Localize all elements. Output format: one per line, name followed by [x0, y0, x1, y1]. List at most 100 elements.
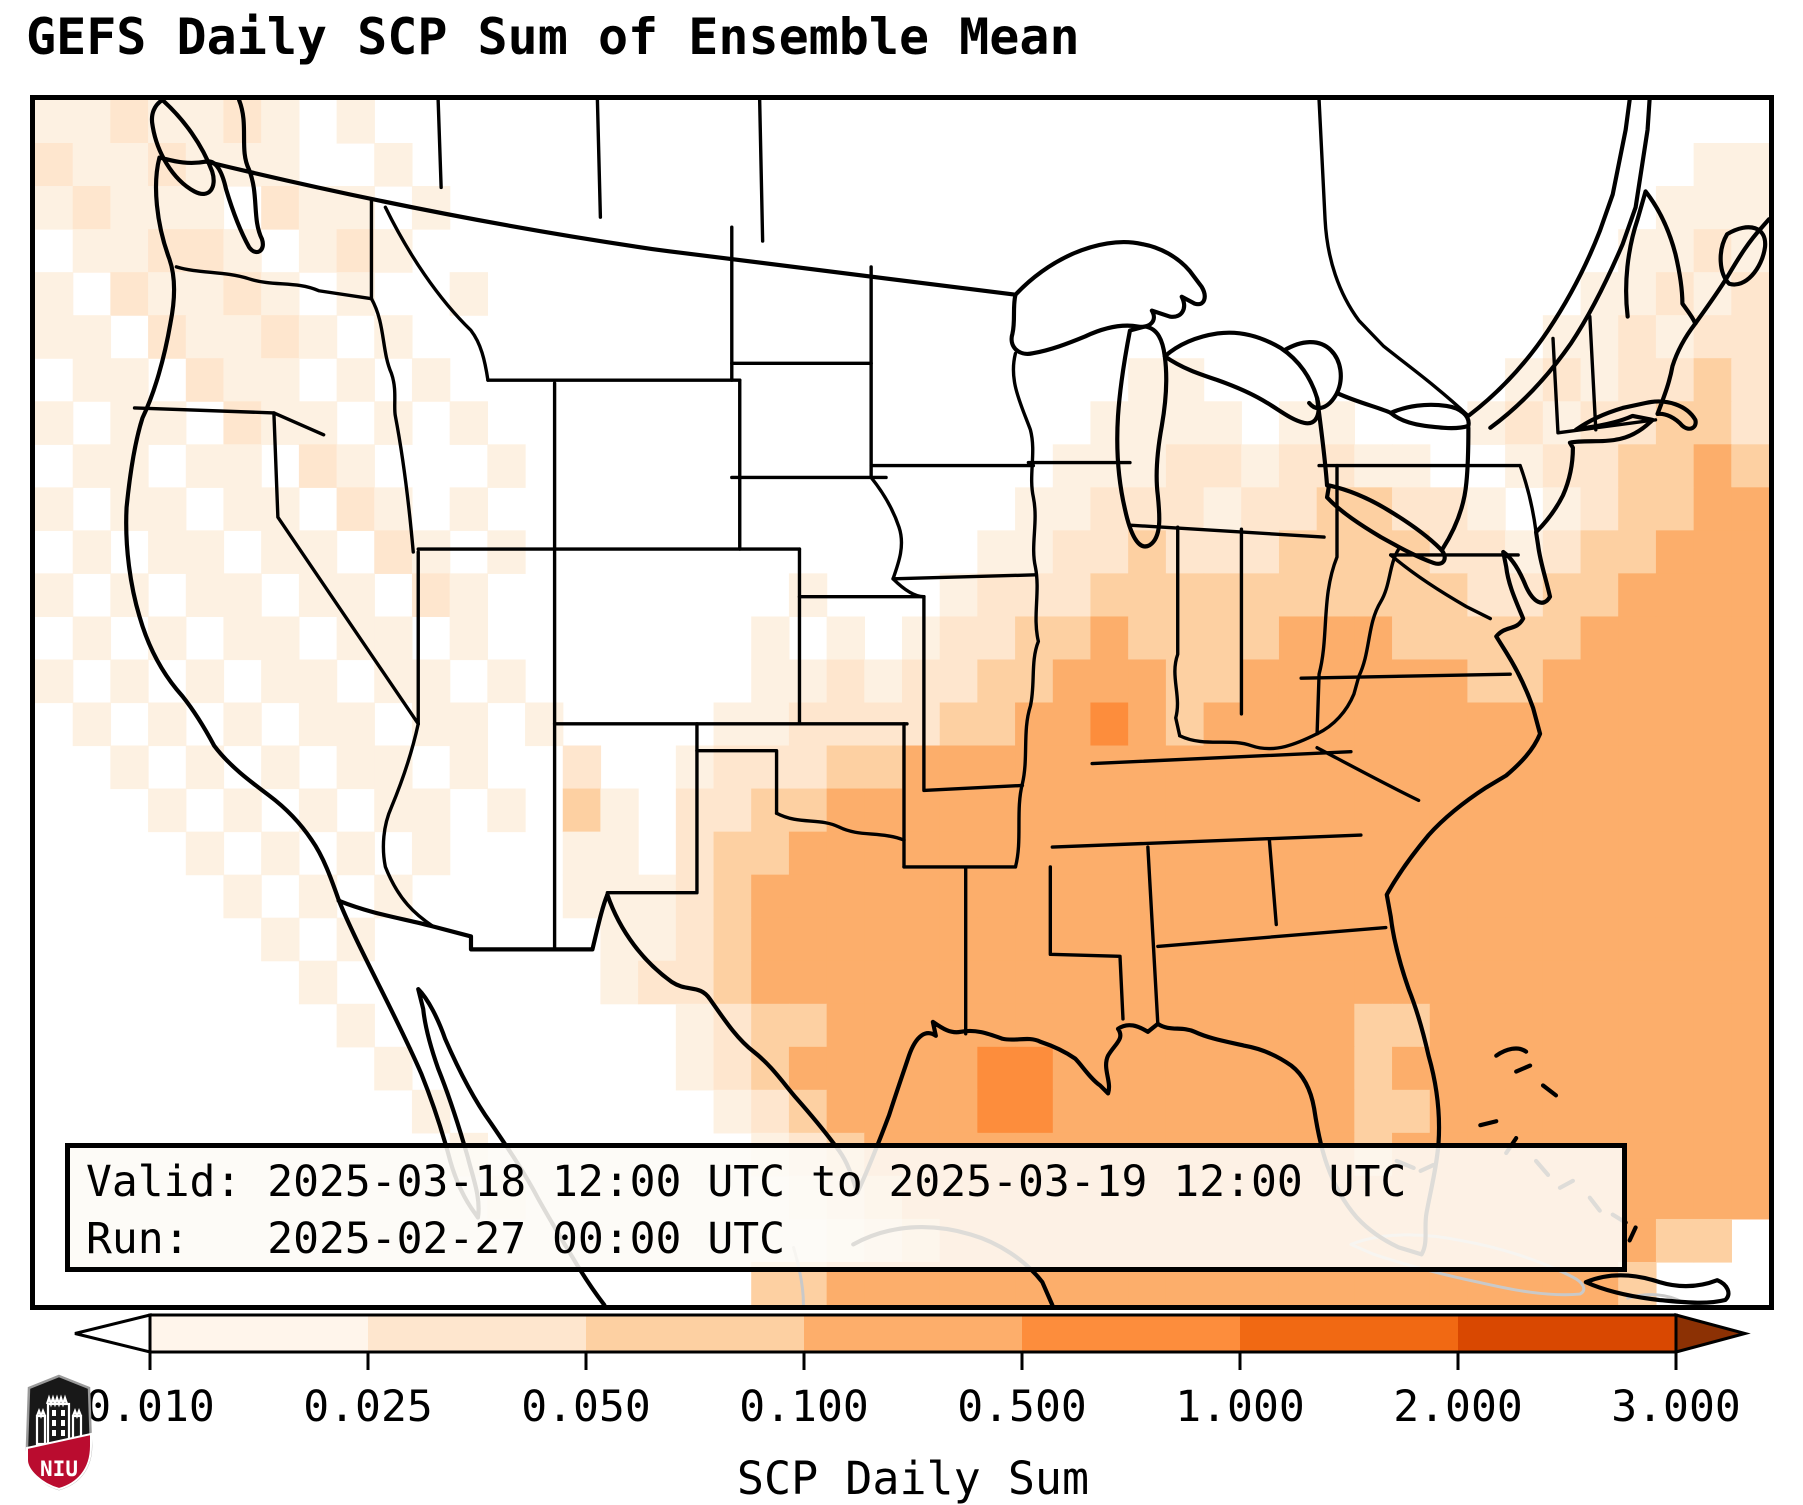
- heat-cell: [751, 1089, 790, 1134]
- colorbar-under-arrow: [74, 1313, 152, 1354]
- heat-cell: [72, 186, 112, 230]
- colorbar-tick-label: 2.000: [1393, 1382, 1523, 1432]
- heat-cell: [1693, 874, 1732, 919]
- heat-cell: [1354, 917, 1393, 962]
- heat-cell: [1090, 616, 1129, 661]
- heat-cell: [449, 573, 489, 617]
- heat-cell: [1354, 831, 1393, 876]
- heat-cell: [1655, 487, 1695, 531]
- heat-cell: [261, 272, 300, 316]
- colorbar-outline: [148, 1313, 1678, 1354]
- heat-cell: [1731, 745, 1769, 790]
- st-clair-corridor: [1314, 395, 1330, 488]
- heat-cell: [1618, 917, 1657, 962]
- heat-cell: [1467, 874, 1506, 919]
- heat-cell: [1731, 358, 1769, 402]
- heat-cell: [1203, 530, 1242, 574]
- heat-cell: [1467, 616, 1506, 661]
- heat-cell: [374, 229, 413, 273]
- heat-cell: [788, 1003, 828, 1048]
- wy-borders: [552, 378, 742, 551]
- heat-cell: [336, 745, 375, 790]
- heat-cell: [1128, 616, 1167, 661]
- heat-cell: [35, 186, 74, 230]
- heat-cell: [1731, 659, 1769, 704]
- heat-cell: [1731, 960, 1769, 1005]
- heat-cell: [110, 186, 149, 230]
- heat-cell: [713, 917, 752, 962]
- heat-cell: [336, 1003, 375, 1048]
- va-nc-border: [1299, 672, 1512, 680]
- la-ms-border: [1048, 865, 1125, 1021]
- heat-cell: [223, 702, 262, 747]
- heat-cell: [185, 358, 225, 402]
- heat-cell: [902, 917, 941, 962]
- heat-cell: [902, 831, 941, 876]
- logo-red-band: [26, 1432, 92, 1491]
- heat-cell: [788, 659, 828, 704]
- heat-cell: [1392, 616, 1431, 661]
- heat-cell: [1731, 788, 1769, 833]
- heat-cell: [788, 788, 828, 833]
- logo-castle-windows: [52, 1410, 65, 1436]
- heatmap-cells: [35, 100, 1769, 1305]
- heat-cell: [562, 874, 602, 919]
- heat-cell: [1655, 1089, 1695, 1134]
- heat-cell: [1354, 1003, 1393, 1048]
- heat-cell: [35, 315, 74, 359]
- heat-cell: [1580, 702, 1619, 747]
- heat-cell: [449, 272, 489, 316]
- heat-cell: [148, 788, 187, 833]
- heat-cell: [1618, 702, 1657, 747]
- heat-cell: [411, 831, 451, 876]
- heat-cell: [713, 1046, 752, 1091]
- mn-west-border: [869, 265, 926, 599]
- heat-cell: [223, 487, 262, 531]
- heat-cell: [1655, 702, 1695, 747]
- heat-cell: [1618, 659, 1657, 704]
- heat-cell: [1731, 702, 1769, 747]
- heat-cell: [1580, 1046, 1619, 1091]
- heat-cell: [1316, 573, 1356, 617]
- heat-cell: [1580, 315, 1619, 359]
- heat-cell: [713, 1089, 752, 1134]
- heat-cell: [1655, 315, 1695, 359]
- heat-cell: [977, 788, 1016, 833]
- heat-cell: [1731, 616, 1769, 661]
- heat-cell: [977, 1046, 1016, 1091]
- heat-cell: [1278, 659, 1318, 704]
- heat-cell: [1429, 745, 1469, 790]
- heat-cell: [374, 788, 413, 833]
- heat-cell: [1241, 616, 1280, 661]
- heat-cell: [185, 229, 225, 273]
- heat-cell: [1354, 702, 1393, 747]
- heat-cell: [1542, 401, 1582, 445]
- heat-cell: [223, 616, 262, 661]
- heat-cell: [1655, 659, 1695, 704]
- heat-cell: [72, 530, 112, 574]
- heat-cell: [1015, 960, 1054, 1005]
- heat-cell: [1655, 917, 1695, 962]
- heat-cell: [1354, 1046, 1393, 1091]
- heat-cell: [1467, 1089, 1506, 1134]
- heat-cell: [1618, 788, 1657, 833]
- heat-cell: [1467, 1003, 1506, 1048]
- heat-cell: [1165, 1046, 1205, 1091]
- heat-cell: [185, 831, 225, 876]
- heat-cell: [939, 1003, 979, 1048]
- heat-cell: [72, 143, 112, 187]
- heat-cell: [1618, 315, 1657, 359]
- heat-cell: [713, 874, 752, 919]
- heat-cell: [826, 960, 865, 1005]
- heat-cell: [1090, 530, 1129, 574]
- heat-cell: [261, 917, 300, 962]
- heat-cell: [1278, 444, 1318, 488]
- heat-cell: [1090, 874, 1129, 919]
- heat-cell: [1542, 745, 1582, 790]
- heat-cell: [1429, 659, 1469, 704]
- heat-cell: [298, 530, 338, 574]
- heat-cell: [977, 530, 1016, 574]
- heat-cell: [751, 874, 790, 919]
- heat-cell: [1429, 917, 1469, 962]
- heat-cell: [148, 702, 187, 747]
